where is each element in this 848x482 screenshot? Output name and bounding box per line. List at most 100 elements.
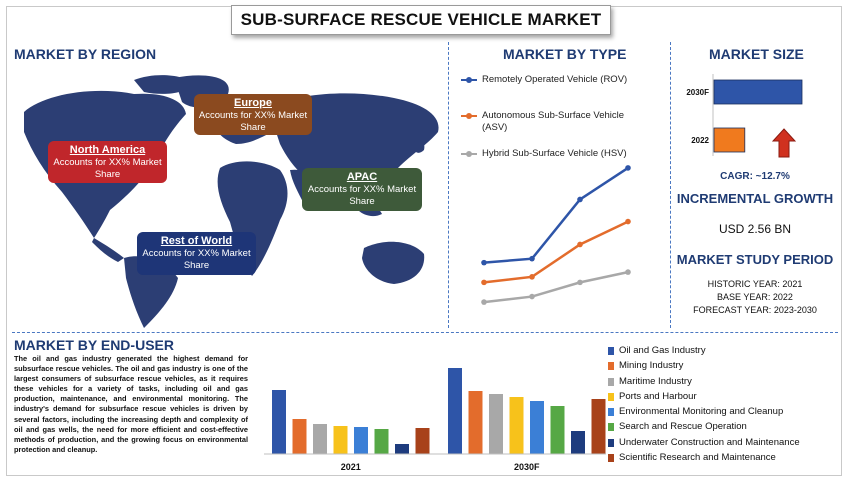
region-name-europe: Europe [234, 97, 272, 109]
region-share-apac: Accounts for XX% Market Share [307, 184, 417, 207]
type-legend-hsv: Hybrid Sub-Surface Vehicle (HSV) [461, 148, 642, 160]
end-user-legend-label-7: Scientific Research and Maintenance [619, 452, 776, 464]
end-user-bar-0-6 [395, 444, 409, 454]
type-point-1-1 [529, 274, 535, 280]
end-user-legend-item-3: Ports and Harbour [608, 391, 800, 406]
end-user-legend-label-4: Environmental Monitoring and Cleanup [619, 406, 784, 418]
type-legend-asv: Autonomous Sub-Surface Vehicle (ASV) [461, 110, 642, 134]
region-share-north-america: Accounts for XX% Market Share [53, 157, 162, 180]
size-bar-label-1: 2022 [691, 136, 709, 145]
region-callout-rest-of-world: Rest of World Accounts for XX% Market Sh… [137, 232, 256, 275]
type-heading: MARKET BY TYPE [503, 46, 627, 62]
end-user-legend-swatch-7 [608, 454, 614, 463]
end-user-legend-item-1: Mining Industry [608, 360, 800, 375]
end-user-bar-0-0 [272, 390, 286, 454]
forecast-year: FORECAST YEAR: 2023-2030 [693, 305, 817, 315]
end-user-legend-swatch-4 [608, 408, 614, 417]
end-user-bar-1-4 [530, 401, 544, 454]
type-point-0-2 [577, 196, 583, 203]
size-bar-1 [713, 127, 746, 153]
end-user-legend: Oil and Gas Industry Mining Industry Marit… [608, 345, 800, 467]
end-user-bar-chart: 2021 2030F [264, 368, 606, 472]
type-series-line-1 [483, 220, 629, 284]
region-name-rest-of-world: Rest of World [160, 235, 233, 247]
type-point-0-3 [625, 165, 631, 171]
growth-heading: INCREMENTAL GROWTH [676, 191, 834, 206]
type-point-1-3 [625, 218, 631, 225]
end-user-legend-item-7: Scientific Research and Maintenance [608, 452, 800, 467]
end-user-description: The oil and gas industry generated the h… [14, 354, 248, 454]
type-point-2-3 [625, 269, 631, 275]
type-point-1-2 [577, 241, 583, 248]
legend-label-hsv: Hybrid Sub-Surface Vehicle (HSV) [482, 148, 627, 159]
legend-line-asv [461, 113, 477, 119]
end-user-bar-1-5 [550, 406, 565, 454]
legend-label-asv: Autonomous Sub-Surface Vehicle (ASV) [482, 110, 625, 133]
end-user-bar-1-3 [509, 397, 524, 454]
end-user-legend-label-3: Ports and Harbour [619, 390, 697, 402]
end-user-legend-label-0: Oil and Gas Industry [619, 345, 706, 356]
end-user-category-0: 2021 [341, 462, 361, 472]
type-point-2-0 [481, 299, 487, 305]
region-callout-apac: APAC Accounts for XX% Market Share [302, 168, 422, 211]
type-point-2-1 [529, 293, 535, 300]
size-heading: MARKET SIZE [709, 46, 804, 62]
region-name-apac: APAC [346, 171, 378, 183]
region-callout-europe: Europe Accounts for XX% Market Share [194, 94, 312, 135]
end-user-legend-label-6: Underwater Construction and Maintenance [619, 436, 800, 448]
type-legend-rov: Remotely Operated Vehicle (ROV) [461, 74, 642, 86]
end-user-category-1: 2030F [514, 462, 540, 472]
end-user-bar-1-6 [571, 431, 585, 454]
divider-region-type [448, 42, 449, 328]
region-heading: MARKET BY REGION [14, 46, 157, 62]
type-series-line-2 [483, 270, 629, 304]
end-user-legend-label-1: Mining Industry [619, 360, 684, 372]
end-user-legend-item-6: Underwater Construction and Maintenance [608, 437, 800, 452]
historic-year: HISTORIC YEAR: 2021 [707, 279, 803, 289]
end-user-bar-1-1 [468, 391, 483, 454]
type-point-0-0 [481, 259, 487, 266]
end-user-legend-item-4: Environmental Monitoring and Cleanup [608, 406, 800, 421]
end-user-legend-item-2: Maritime Industry [608, 376, 800, 391]
end-user-bar-0-1 [292, 419, 307, 454]
type-line-chart [481, 165, 631, 305]
base-year: BASE YEAR: 2022 [717, 292, 793, 302]
end-user-legend-swatch-6 [608, 438, 614, 447]
end-user-legend-label-2: Maritime Industry [619, 375, 692, 387]
end-user-heading: MARKET BY END-USER [14, 337, 174, 353]
region-name-north-america: North America [69, 144, 146, 156]
end-user-bar-0-3 [333, 426, 348, 454]
legend-line-rov [461, 77, 477, 83]
end-user-legend-label-5: Search and Rescue Operation [619, 421, 747, 433]
type-point-0-1 [529, 255, 535, 262]
divider-horizontal [12, 332, 838, 333]
end-user-legend-swatch-3 [608, 392, 614, 401]
end-user-bar-0-5 [374, 429, 389, 454]
size-bar-chart: 2030F 2022 [686, 74, 803, 156]
study-period-heading: MARKET STUDY PERIOD [676, 252, 834, 267]
growth-arrow-icon [772, 128, 796, 158]
type-point-2-2 [577, 279, 583, 286]
region-callout-north-america: North America Accounts for XX% Market Sh… [48, 141, 167, 183]
end-user-bar-1-0 [448, 368, 462, 454]
size-bar-label-0: 2030F [686, 88, 709, 97]
end-user-bar-0-4 [354, 427, 368, 454]
type-point-1-0 [481, 279, 487, 286]
cagr-text: CAGR: ~12.7% [720, 171, 790, 182]
legend-line-hsv [461, 151, 477, 157]
end-user-bar-0-2 [313, 424, 327, 454]
page-title: SUB-SURFACE RESCUE VEHICLE MARKET [231, 5, 611, 35]
end-user-bar-0-7 [415, 428, 430, 454]
end-user-legend-item-0: Oil and Gas Industry [608, 345, 800, 360]
type-series-line-0 [483, 166, 629, 264]
end-user-legend-item-5: Search and Rescue Operation [608, 421, 800, 436]
end-user-legend-swatch-1 [608, 362, 614, 371]
region-share-rest-of-world: Accounts for XX% Market Share [142, 248, 251, 271]
region-share-europe: Accounts for XX% Market Share [198, 110, 308, 133]
size-bar-0 [713, 79, 803, 105]
divider-type-size [670, 42, 671, 328]
end-user-legend-swatch-0 [608, 347, 614, 355]
end-user-legend-swatch-2 [608, 377, 614, 386]
growth-value: USD 2.56 BN [718, 222, 792, 236]
end-user-bar-1-2 [489, 394, 503, 454]
